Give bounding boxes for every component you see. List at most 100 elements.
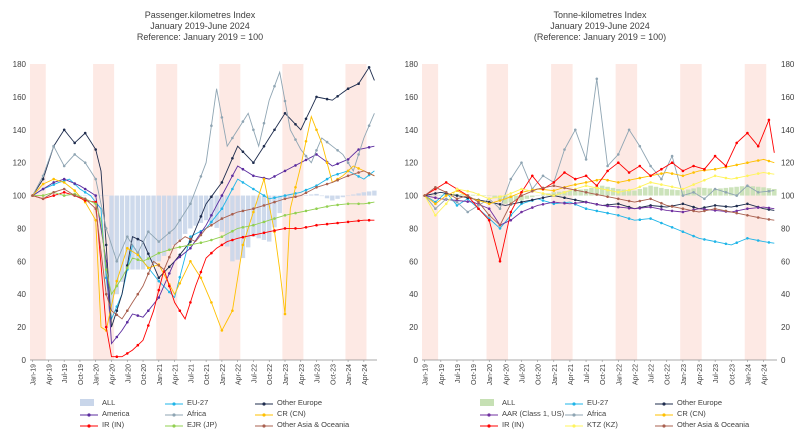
legend-swatch xyxy=(80,411,98,417)
tkm-series-point-aar-class-1-us xyxy=(541,203,545,206)
tkm-all-bar xyxy=(669,189,675,196)
pkm-series-point-cr-cn xyxy=(231,309,234,313)
tkm-series-point-ktz-kz xyxy=(649,181,652,184)
tkm-series-point-ir-in xyxy=(627,171,631,174)
pkm-all-bar xyxy=(261,195,267,240)
pkm-all-bar xyxy=(125,195,130,270)
pkm-series-point-other-asia-oceania xyxy=(157,264,161,267)
tkm-series-point-africa xyxy=(434,207,437,210)
tkm-series-point-ktz-kz xyxy=(434,214,437,217)
tkm-series-point-africa xyxy=(477,204,480,207)
tkm-series-point-aar-class-1-us xyxy=(531,206,534,209)
tkm-series-point-ktz-kz xyxy=(541,192,545,195)
tkm-series-point-ir-in xyxy=(735,141,738,145)
pkm-series-point-other-europe xyxy=(62,128,66,132)
tkm-all-bar xyxy=(540,194,546,196)
pkm-series-point-eu-27 xyxy=(168,290,171,294)
tkm-series-point-ir-in xyxy=(681,169,685,173)
pkm-series-point-other-europe xyxy=(147,252,150,255)
pkm-series-point-eu-27 xyxy=(52,183,55,186)
pkm-series-point-america xyxy=(41,187,45,191)
passenger-km-chart-plot: 0 20 40 60 80 100 120 140 160 180 Jan-19 Apr-19 Jul-… xyxy=(13,60,377,386)
pkm-series-point-other-europe xyxy=(115,309,119,313)
passenger-km-chart-title: Passenger.kilometres Index xyxy=(144,10,256,20)
pkm-series-point-other-asia-oceania xyxy=(31,194,34,197)
pkm-all-bar xyxy=(214,195,219,228)
pkm-series-point-other-asia-oceania xyxy=(252,207,255,210)
tkm-series-point-ir-in xyxy=(531,174,534,178)
pkm-series-point-africa xyxy=(157,240,161,243)
pkm-x-tick-label: Jan-24 xyxy=(346,364,353,386)
tkm-series-point-ir-in xyxy=(520,191,523,194)
tkm-series-point-other-europe xyxy=(692,205,695,209)
tkm-series-point-ir-in xyxy=(617,161,620,164)
pkm-series-point-africa xyxy=(52,144,55,148)
tkm-series-point-other-europe xyxy=(746,202,749,206)
tkm-x-tick-label: Apr-19 xyxy=(439,364,446,385)
tkm-series-point-cr-cn xyxy=(713,167,717,171)
tkm-series-point-ir-in xyxy=(595,184,599,187)
tkm-series-point-other-asia-oceania xyxy=(692,209,695,213)
pkm-series-point-other-asia-oceania xyxy=(325,182,329,186)
pkm-series-point-ejr-jp xyxy=(62,194,66,197)
pkm-series-point-ir-in xyxy=(104,325,108,329)
tkm-all-bar xyxy=(734,186,739,196)
tkm-series-point-cr-cn xyxy=(746,161,749,164)
pkm-series-point-eu-27 xyxy=(262,194,266,197)
pkm-series-point-africa xyxy=(367,124,371,127)
tkm-all-bar xyxy=(578,189,583,196)
tkm-x-tick-label: Oct-20 xyxy=(536,364,543,385)
tkm-series-point-africa xyxy=(746,184,749,187)
legend-label: Other Asia & Oceania xyxy=(677,420,750,429)
pkm-series-point-other-europe xyxy=(83,131,87,135)
pkm-x-tick-label: Jan-22 xyxy=(220,364,227,386)
pkm-series-point-ir-in xyxy=(147,324,150,327)
tkm-series-point-other-europe xyxy=(541,196,545,199)
tkm-series-point-eu-27 xyxy=(627,217,631,220)
pkm-shade-band-4 xyxy=(282,64,304,360)
tkm-all-bar xyxy=(637,188,643,196)
pkm-series-point-america xyxy=(115,335,119,339)
legend-label: IR (IN) xyxy=(102,420,125,429)
pkm-series-point-ir-in xyxy=(315,223,318,227)
pkm-series-point-other-asia-oceania xyxy=(346,174,350,178)
tkm-series-point-ktz-kz xyxy=(746,174,749,178)
legend-swatch xyxy=(80,399,94,406)
tkm-series-point-aar-class-1-us xyxy=(487,207,491,210)
pkm-series-point-africa xyxy=(262,121,266,125)
pkm-series-point-africa xyxy=(210,124,213,127)
pkm-all-bar xyxy=(366,191,372,196)
tonne-km-chart-titles: Tonne-kilometres Index January 2019-June… xyxy=(400,10,800,43)
pkm-series-point-ir-in xyxy=(115,355,119,359)
tkm-x-tick-label: Jul-19 xyxy=(455,364,462,383)
tkm-series-point-africa xyxy=(584,158,588,161)
tkm-all-bar xyxy=(567,190,573,196)
tkm-series-point-eu-27 xyxy=(595,209,599,213)
pkm-all-bar xyxy=(314,193,319,196)
tkm-series-point-ktz-kz xyxy=(477,193,480,196)
pkm-series-point-other-europe xyxy=(304,117,308,121)
tkm-shade-band-5 xyxy=(744,64,767,360)
pkm-all-bar xyxy=(372,190,377,196)
legend-swatch xyxy=(655,400,673,406)
pkm-series-point-other-asia-oceania xyxy=(41,197,45,201)
pkm-all-bar xyxy=(345,195,351,197)
tkm-series-point-aar-class-1-us xyxy=(466,200,469,203)
tkm-all-bar xyxy=(729,187,734,196)
pkm-series-point-ejr-jp xyxy=(262,220,266,224)
pkm-all-bar xyxy=(82,195,88,197)
pkm-series-point-other-asia-oceania xyxy=(136,292,140,296)
tkm-x-tick-label: Apr-20 xyxy=(503,364,510,385)
pkm-series-point-other-europe xyxy=(273,128,276,132)
pkm-x-tick-label: Jan-23 xyxy=(283,364,290,386)
pkm-series-point-cr-cn xyxy=(262,177,266,181)
tkm-series-point-africa xyxy=(595,77,599,81)
pkm-x-tick-label: Oct-19 xyxy=(78,364,85,385)
tkm-series-point-other-europe xyxy=(498,203,502,206)
pkm-series-point-other-europe xyxy=(294,123,297,126)
tkm-all-bar xyxy=(519,195,524,201)
pkm-series-point-other-asia-oceania xyxy=(147,272,150,276)
tkm-all-bar xyxy=(675,190,680,196)
legend-label: EJR (JP) xyxy=(187,420,217,429)
pkm-series-point-ir-in xyxy=(178,309,182,313)
